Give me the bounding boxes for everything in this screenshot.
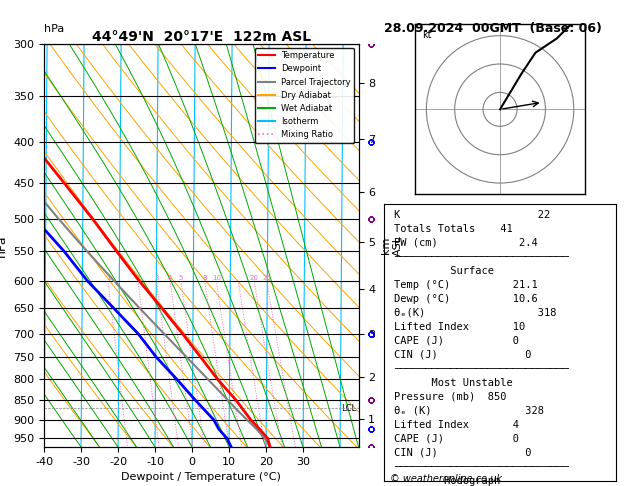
Text: 4: 4	[168, 275, 172, 281]
Text: 10: 10	[212, 275, 221, 281]
Legend: Temperature, Dewpoint, Parcel Trajectory, Dry Adiabat, Wet Adiabat, Isotherm, Mi: Temperature, Dewpoint, Parcel Trajectory…	[255, 48, 354, 142]
Title: 44°49'N  20°17'E  122m ASL: 44°49'N 20°17'E 122m ASL	[92, 30, 311, 44]
Text: 20: 20	[250, 275, 259, 281]
Text: hPa: hPa	[44, 24, 64, 34]
Text: 1: 1	[106, 275, 110, 281]
Text: 5: 5	[179, 275, 183, 281]
Text: 28.09.2024  00GMT  (Base: 06): 28.09.2024 00GMT (Base: 06)	[384, 22, 601, 35]
X-axis label: Dewpoint / Temperature (°C): Dewpoint / Temperature (°C)	[121, 472, 281, 483]
Text: kt: kt	[422, 31, 431, 40]
Text: © weatheronline.co.uk: © weatheronline.co.uk	[390, 473, 502, 484]
Text: K                      22
Totals Totals    41
PW (cm)             2.4
──────────: K 22 Totals Totals 41 PW (cm) 2.4 ──────…	[394, 209, 569, 486]
Text: 2: 2	[136, 275, 140, 281]
Text: 8: 8	[203, 275, 207, 281]
Text: 25: 25	[262, 275, 271, 281]
Y-axis label: km
ASL: km ASL	[381, 235, 403, 256]
Y-axis label: hPa: hPa	[0, 234, 8, 257]
Text: LCL: LCL	[342, 404, 357, 413]
Text: 3: 3	[154, 275, 159, 281]
